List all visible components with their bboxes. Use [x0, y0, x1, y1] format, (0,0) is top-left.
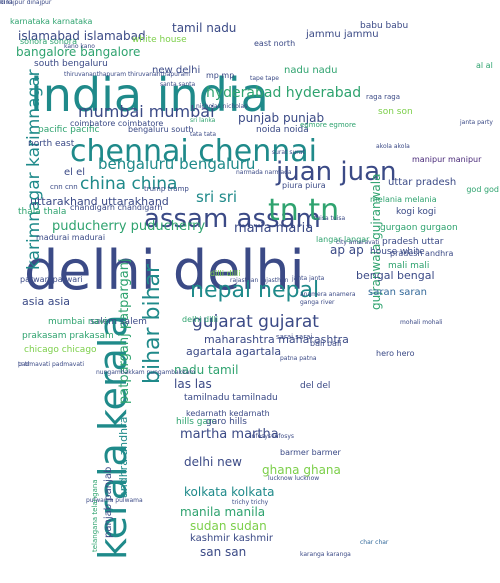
- word-east-north: east north: [254, 40, 295, 48]
- word-patwari-patwari: patwari patwari: [20, 276, 83, 284]
- word-delhi-new: delhi new: [184, 456, 242, 468]
- word-tuisa-tuisa: tuisa tuisa: [314, 216, 345, 222]
- word-hyderabad-hyderabad: hyderabad hyderabad: [206, 86, 361, 100]
- word-delhi-dilli: delhi dilli: [182, 316, 218, 324]
- word-prakasam-prakasam: prakasam prakasam: [22, 332, 114, 341]
- word-gurgaon-gurgaon: gurgaon gurgaon: [380, 224, 458, 233]
- word-raga-raga: raga raga: [366, 94, 400, 101]
- word-kano-kano: kano kano: [64, 44, 95, 50]
- word-narmada-narmada: narmada narmada: [236, 170, 292, 176]
- word-infosys-infosys: infosys infosys: [250, 434, 294, 440]
- word-chandigarh-chandigarh: chandigarh chandigarh: [70, 204, 162, 212]
- word-tr-tr: tr tr: [18, 362, 30, 368]
- word-del-del: del del: [300, 382, 330, 391]
- word-nungambakkam-nungambakkam: nungambakkam nungambakkam: [96, 370, 195, 376]
- word-asia-asia: asia asia: [22, 296, 70, 307]
- word-bengaluru-south: bengaluru south: [128, 126, 194, 134]
- word-karanga-karanga: karanga karanga: [300, 552, 351, 558]
- word-el-el: el el: [64, 168, 85, 178]
- word-sarai-sarai: sarai sarai: [276, 334, 312, 341]
- word-barmer-barmer: barmer barmer: [280, 449, 341, 457]
- word-ganga-river: ganga river: [300, 300, 335, 306]
- word-manila-manila: manila manila: [180, 506, 265, 518]
- word-cnn-cnn: cnn cnn: [50, 184, 78, 191]
- word-thiruvananthapuram-thiruvananthapuram: thiruvananthapuram thiruvananthapuram: [64, 72, 190, 78]
- word-sri-lanka: sri lanka: [190, 118, 215, 124]
- word-san-san: san san: [200, 546, 246, 558]
- word-jammu-jammu: jammu jammu: [306, 30, 379, 40]
- word-mumbai-navi: mumbai navi: [48, 318, 107, 327]
- word-south-bengaluru: south bengaluru: [34, 60, 108, 69]
- word-son-son: son son: [378, 108, 413, 117]
- word-madurai-madurai: madurai madurai: [36, 234, 105, 242]
- word-thala-thala: thala thala: [18, 208, 66, 217]
- word-city-amaravati: city amaravati: [336, 240, 379, 246]
- word-garo-hills: garo hills: [206, 418, 247, 427]
- word-melania-melania: melania melania: [370, 196, 437, 204]
- word-pradesh-uttar: pradesh uttar: [382, 238, 443, 247]
- word-al-al: al al: [476, 62, 493, 70]
- word-kl-kl: kl kl: [0, 0, 12, 6]
- word-puducherry-puducherry: puducherry puducherry: [52, 220, 205, 233]
- word-akola-akola: akola akola: [376, 144, 410, 150]
- word-piura-piura: piura piura: [282, 182, 326, 190]
- word-chicago-chicago: chicago chicago: [24, 346, 97, 355]
- word-pradesh-andhra: pradesh andhra: [390, 250, 453, 258]
- word-north-east: north east: [28, 140, 74, 149]
- word-kashmir-kashmir: kashmir kashmir: [190, 534, 273, 544]
- word-bengal-bengal: bengal bengal: [356, 270, 435, 281]
- word-las-las: las las: [174, 378, 212, 390]
- word-nadu-nadu: nadu nadu: [284, 66, 337, 76]
- word-rajasthan-rajasthan: rajasthan rajasthan: [230, 278, 288, 284]
- word-karnataka-karnataka: karnataka karnataka: [10, 18, 92, 26]
- word-janta-party: janta party: [460, 120, 493, 126]
- word-tamil-nadu: tamil nadu: [172, 22, 236, 34]
- word-mp-mp: mp mp: [206, 72, 234, 80]
- word-char-char: char char: [360, 540, 388, 546]
- word-kolkata-kolkata: kolkata kolkata: [184, 486, 275, 498]
- word-mohali-mohali: mohali mohali: [400, 320, 443, 326]
- word-saran-saran: saran saran: [368, 288, 427, 298]
- word-egmore-egmore: egmore egmore: [300, 122, 356, 129]
- word-hero-hero: hero hero: [376, 350, 415, 358]
- word-patparganj-patparganj: patparganj patparganj: [118, 258, 131, 404]
- word-bengaluru-bengaluru: bengaluru bengaluru: [98, 157, 255, 172]
- word-sri-sri: sri sri: [196, 190, 237, 205]
- word-mali-mali: mali mali: [388, 262, 429, 271]
- word-manipur-manipur: manipur manipur: [412, 156, 481, 164]
- word-surat-surat: surat surat: [272, 150, 305, 156]
- word-god-god: god god: [466, 186, 499, 194]
- word-tamilnadu-tamilnadu: tamilnadu tamilnadu: [184, 394, 278, 403]
- word-white-house: white house: [132, 36, 187, 45]
- word-bali-bali: bali bali: [310, 340, 341, 348]
- word-santa-santa: santa santa: [160, 82, 195, 88]
- word-lucknow-lucknow: lucknow lucknow: [268, 476, 319, 482]
- word-trichy-trichy: trichy trichy: [232, 500, 268, 506]
- word-anamera-anamera: anamera anamera: [300, 292, 356, 298]
- word-uttar-pradesh: uttar pradesh: [388, 178, 456, 188]
- word-sudan-sudan: sudan sudan: [190, 520, 267, 532]
- word-tata-tata: tata tata: [190, 132, 216, 138]
- word-patna-patna: patna patna: [280, 356, 317, 362]
- word-trump-trump: trump trump: [144, 186, 189, 193]
- word-kogi-kogi: kogi kogi: [396, 208, 436, 217]
- word-janta-janta: janta janta: [292, 276, 324, 282]
- word-nicholas-nicholas: nicholas nicholas: [196, 104, 247, 110]
- word-telangana-telangana: telangana telangana: [92, 479, 99, 552]
- word-tape-tape: tape tape: [250, 76, 279, 82]
- word-agartala-agartala: agartala agartala: [186, 346, 281, 357]
- word-andhra-andhra: andhra andhra: [118, 417, 129, 498]
- word-babu-babu: babu babu: [360, 22, 408, 31]
- word-maria-maria: maria maria: [234, 222, 313, 235]
